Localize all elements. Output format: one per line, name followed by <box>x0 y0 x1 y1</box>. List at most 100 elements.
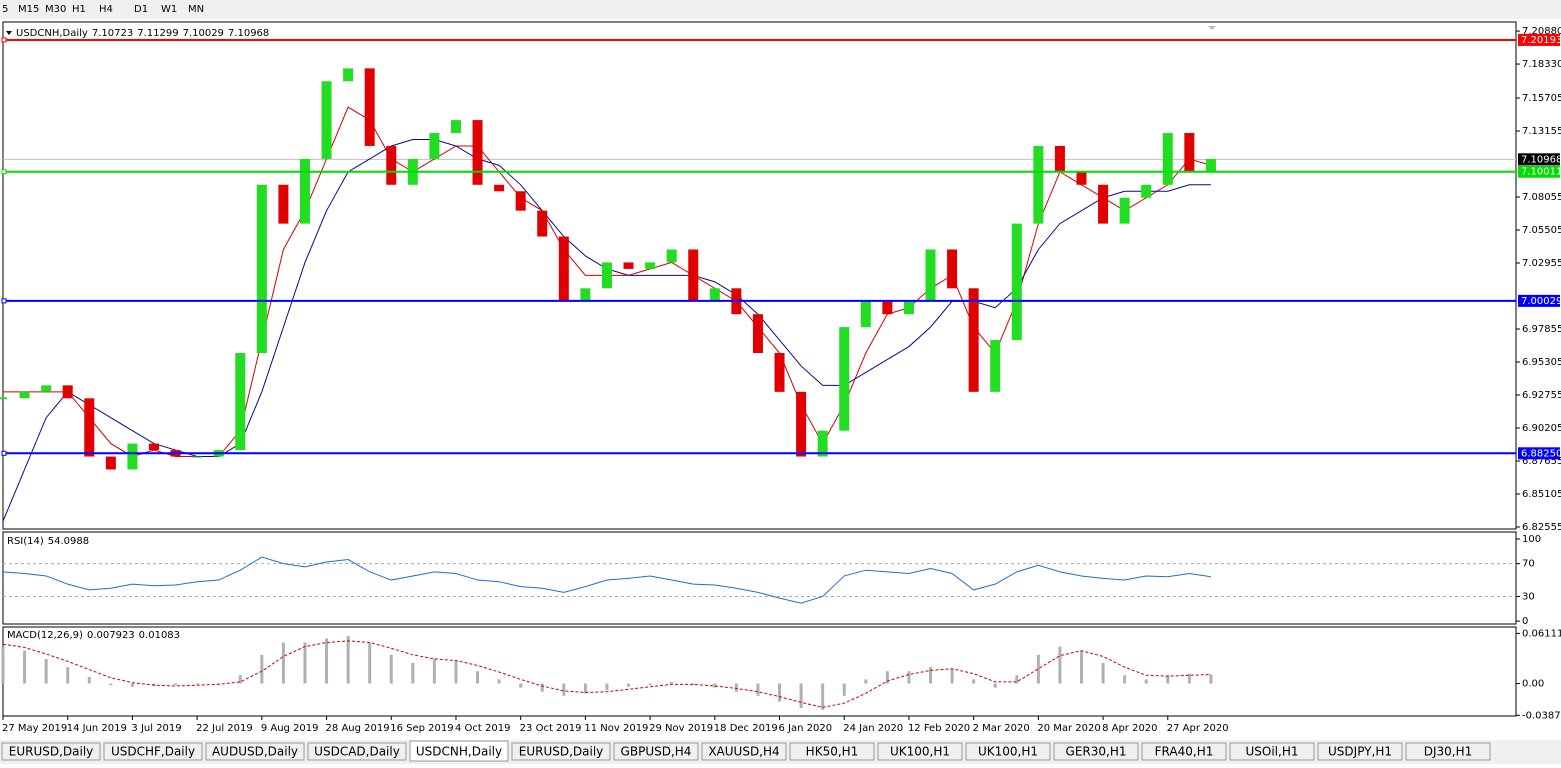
tab-label[interactable]: USDCHF,Daily <box>111 745 195 759</box>
timeframe-button[interactable]: H4 <box>99 4 113 15</box>
timeframe-button[interactable]: 5 <box>2 4 8 15</box>
tab[interactable] <box>789 742 875 761</box>
x-tick-label: 16 Sep 2019 <box>390 723 453 734</box>
y-tick-label: 7.02955 <box>1522 258 1561 269</box>
candle <box>450 120 461 134</box>
macd-bar <box>842 683 846 696</box>
tab[interactable] <box>613 742 699 761</box>
timeframe-button[interactable]: MN <box>188 4 204 15</box>
candle <box>321 81 332 159</box>
y-tick-label: 7.15705 <box>1522 93 1561 104</box>
candle <box>364 68 375 146</box>
tab[interactable] <box>1141 742 1227 761</box>
macd-bar <box>411 663 415 684</box>
candle <box>278 184 289 224</box>
tab[interactable] <box>1 742 101 761</box>
tab-label[interactable]: EURUSD,Daily <box>9 745 94 759</box>
macd-bar <box>756 683 760 696</box>
menu-arrow <box>6 31 12 35</box>
tab-label[interactable]: GBPUSD,H4 <box>621 745 692 759</box>
macd-bar <box>1144 679 1148 684</box>
macd-bar <box>325 638 329 684</box>
x-tick-label: 8 Apr 2020 <box>1102 723 1157 734</box>
tab[interactable] <box>1405 742 1491 761</box>
macd-bar <box>864 679 868 684</box>
y-tick-label: 6.97855 <box>1522 324 1561 335</box>
timeframe-button[interactable]: H1 <box>72 4 86 15</box>
candle <box>148 443 159 451</box>
timeframe-button[interactable]: M15 <box>18 4 39 15</box>
macd-bar <box>389 654 393 684</box>
tab[interactable] <box>103 742 203 761</box>
macd-bar <box>993 683 997 688</box>
tab[interactable] <box>1229 742 1315 761</box>
x-tick-label: 9 Aug 2019 <box>261 723 319 734</box>
tab-label[interactable]: DJ30,H1 <box>1424 745 1473 759</box>
quote: 7.11299 <box>137 28 178 39</box>
y-tick-label: 6.82555 <box>1522 522 1561 533</box>
tab[interactable] <box>1053 742 1139 761</box>
y-tick-label: 6.85105 <box>1522 489 1561 500</box>
candle <box>752 314 763 354</box>
tab[interactable] <box>307 742 407 761</box>
tab[interactable] <box>205 742 305 761</box>
y-tick-label: 7.08055 <box>1522 192 1561 203</box>
candle <box>472 120 483 185</box>
candle <box>1033 145 1044 224</box>
tab[interactable] <box>1317 742 1403 761</box>
candle <box>666 249 677 263</box>
timeframe-button[interactable]: M30 <box>45 4 66 15</box>
y-tick-label: 7.20880 <box>1522 26 1561 37</box>
tab-label[interactable]: USOil,H1 <box>1246 745 1299 759</box>
tab-label[interactable]: EURUSD,Daily <box>519 745 604 759</box>
tab[interactable] <box>877 742 963 761</box>
macd-bar <box>929 667 933 684</box>
macd-bar <box>174 683 178 686</box>
price-label-box <box>1518 153 1560 166</box>
timeframe-button[interactable]: W1 <box>161 4 177 15</box>
tab-label[interactable]: USDCNH,Daily <box>416 745 502 759</box>
tab-label[interactable]: FRA40,H1 <box>1155 745 1214 759</box>
macd-bar <box>713 683 717 688</box>
tab-label[interactable]: USDJPY,H1 <box>1328 745 1392 759</box>
candle <box>1141 184 1152 198</box>
signal-line <box>2 640 1211 708</box>
tab[interactable] <box>701 742 787 761</box>
level-label-box <box>1518 447 1560 460</box>
x-tick-label: 14 Jun 2019 <box>67 723 127 734</box>
tab-label[interactable]: GER30,H1 <box>1066 745 1127 759</box>
tab[interactable] <box>511 742 611 761</box>
macd-bar <box>907 671 911 684</box>
macd-bar <box>454 660 458 684</box>
x-tick-label: 4 Oct 2019 <box>455 723 510 734</box>
quote: 7.10029 <box>183 28 224 39</box>
candle <box>1054 145 1065 172</box>
macd-bar <box>195 683 199 685</box>
x-tick-label: 23 Oct 2019 <box>520 723 582 734</box>
chart-header: USDCNH,Daily 7.10723 7.11299 7.10029 7.10968 <box>16 28 269 39</box>
macd-bar <box>281 642 285 684</box>
tab-label[interactable]: USDCAD,Daily <box>314 745 400 759</box>
tab-label[interactable]: AUDUSD,Daily <box>212 745 298 759</box>
tab-label[interactable]: XAUUSD,H4 <box>708 745 779 759</box>
candle <box>990 340 1001 392</box>
candle <box>968 288 979 392</box>
tab-label[interactable]: UK100,H1 <box>978 745 1038 759</box>
macd-bar <box>346 635 350 684</box>
macd-bar <box>885 671 889 684</box>
tab-label[interactable]: UK100,H1 <box>890 745 950 759</box>
macd-bar <box>821 683 825 710</box>
tab[interactable] <box>965 742 1051 761</box>
y-tick-label: 70 <box>1522 559 1535 570</box>
macd-bar <box>130 683 134 687</box>
indicator-value: 54.0988 <box>48 536 89 547</box>
x-tick-label: 27 Apr 2020 <box>1167 723 1229 734</box>
macd-bar <box>1 646 5 684</box>
macd-bar <box>799 683 803 709</box>
candle <box>105 456 116 470</box>
timeframe-button[interactable]: D1 <box>134 4 148 15</box>
tab-label[interactable]: HK50,H1 <box>806 745 859 759</box>
macd-bar <box>972 679 976 684</box>
tab[interactable] <box>409 740 509 762</box>
